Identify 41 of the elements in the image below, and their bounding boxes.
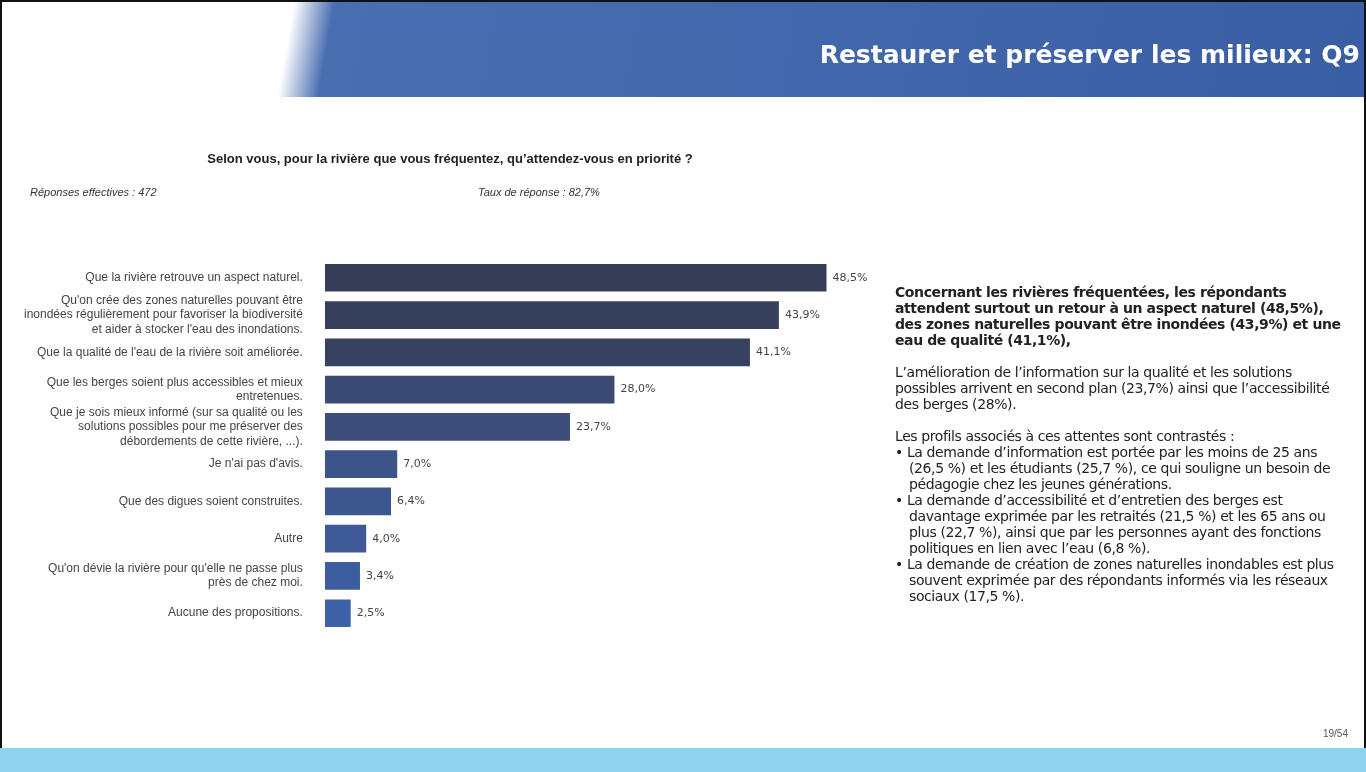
bar — [324, 301, 779, 329]
y-tick-label: Que la rivière retrouve un aspect naturel. — [85, 270, 303, 285]
bar — [324, 413, 570, 441]
data-label: 2,5% — [356, 606, 385, 620]
bar — [324, 338, 750, 367]
data-label: 41,1% — [755, 345, 791, 359]
data-label: 43,9% — [784, 307, 820, 321]
text: Taux de réponse : 82,7% — [478, 186, 600, 198]
chart-title: Selon vous, pour la rivière que vous fréquentez, qu’attendez-vous en priorité ? — [206, 151, 694, 166]
text: Concernant les rivières fréquentées, les répondants attendent surtout un retour à un aspect naturel (48,5%), des zones naturelles pouvant être inondées (43,9%) et une eau de qualité (41,1%), — [895, 284, 1342, 348]
y-tick-label: Qu'on dévie la rivière pour qu'elle ne passe plus près de chez moi. — [48, 561, 303, 590]
bar — [324, 375, 615, 404]
y-tick-label: Que la qualité de l'eau de la rivière soit améliorée. — [37, 344, 303, 359]
y-tick-label: Je n'ai pas d'avis. — [208, 456, 303, 471]
data-label: 4,0% — [372, 531, 401, 545]
y-tick-label: Que des digues soient construites. — [118, 493, 303, 508]
text: 19/54 — [1322, 728, 1348, 739]
y-tick-label: Qu'on crée des zones naturelles pouvant être inondées régulièrement pour favoriser la biodiversité et aider à stocker l'eau des inondations. — [23, 293, 304, 336]
data-label: 6,4% — [397, 494, 425, 508]
y-tick-label: Autre — [274, 530, 304, 545]
text: Les profils associés à ces attentes sont contrastés : — [895, 428, 1236, 444]
y-tick-label: Que les berges soient plus accessibles et mieux entretenues. — [46, 374, 303, 404]
bar — [324, 562, 360, 590]
y-tick-label: Que je sois mieux informé (sur sa qualité ou les solutions possibles pour me préserver des débordements de cette rivière, ...). — [50, 404, 303, 448]
data-label: 48,5% — [832, 270, 868, 284]
bar — [324, 487, 392, 516]
data-label: 28,0% — [620, 382, 656, 396]
text: Restaurer et préserver les milieux: Q9 — [819, 40, 1360, 69]
data-label: 7,0% — [403, 456, 432, 470]
text: Réponses effectives : 472 — [30, 186, 157, 198]
bar — [324, 450, 398, 478]
text: • La demande de création de zones naturelles inondables est plus souvent exprimée par des répondants informés via les réseaux sociaux (17,5 %). — [895, 556, 1335, 604]
bar — [324, 264, 827, 292]
data-label: 23,7% — [575, 419, 611, 433]
text: • La demande d’information est portée par les moins de 25 ans (26,5 %) et les étudiants (25,7 %), ce qui souligne un besoin de pédagogie chez les jeunes générations. — [895, 444, 1332, 492]
bar — [324, 599, 351, 627]
text: • La demande d’accessibilité et d’entretien des berges est davantage exprimée par les retraités (21,5 %) et les 65 ans ou plus (22,7 %), ainsi que par les personnes ayant des fonctions politiques en lien avec l’eau (6,8 %). — [895, 492, 1327, 556]
y-tick-label: Aucune des propositions. — [168, 605, 303, 620]
bar — [324, 524, 367, 553]
data-label: 3,4% — [365, 568, 394, 582]
text: L’amélioration de l’information sur la qualité et les solutions possibles arrivent en second plan (23,7%) ainsi que l’accessibilité des berges (28%). — [895, 364, 1331, 412]
